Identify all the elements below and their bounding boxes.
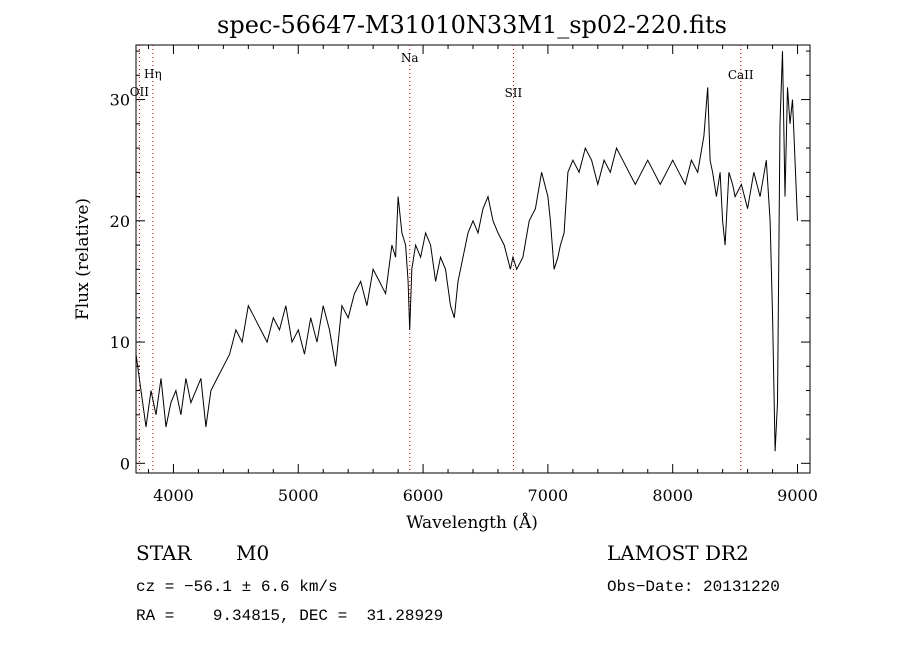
coordinates-label: RA = 9.34815, DEC = 31.28929 — [136, 607, 443, 625]
line-marker-label: CaII — [728, 68, 754, 82]
y-tick-label: 30 — [110, 91, 130, 110]
y-tick-label: 10 — [110, 333, 130, 352]
x-tick-label: 9000 — [777, 486, 818, 505]
survey-label: LAMOST DR2 — [607, 541, 749, 565]
y-tick-label: 20 — [110, 212, 130, 231]
spectrum-line — [135, 51, 798, 452]
cz-label: cz = −56.1 ± 6.6 km/s — [136, 578, 338, 596]
x-axis-ticks: 4000 5000 6000 7000 8000 9000 — [147, 45, 818, 505]
x-tick-label: 5000 — [278, 486, 319, 505]
obs-date-label: Obs−Date: 20131220 — [607, 578, 780, 596]
x-tick-label: 7000 — [528, 486, 569, 505]
y-axis-label: Flux (relative) — [73, 198, 93, 320]
line-marker-label: Hη — [144, 67, 162, 81]
object-subclass: M0 — [236, 541, 269, 565]
y-axis-ticks: 0 10 20 30 — [110, 50, 810, 473]
line-marker-label: Na — [401, 51, 419, 65]
x-tick-label: 4000 — [153, 486, 194, 505]
y-tick-label: 0 — [120, 454, 130, 473]
x-tick-label: 6000 — [403, 486, 444, 505]
line-marker-label: SII — [505, 86, 523, 100]
x-tick-label: 8000 — [652, 486, 693, 505]
spectral-line-markers: OII Hη Na SII CaII — [130, 45, 754, 473]
line-marker-label: OII — [130, 85, 150, 99]
x-axis-label: Wavelength (Å) — [406, 512, 538, 533]
object-class: STAR — [136, 541, 192, 565]
chart-title: spec-56647-M31010N33M1_sp02-220.fits — [217, 11, 727, 39]
